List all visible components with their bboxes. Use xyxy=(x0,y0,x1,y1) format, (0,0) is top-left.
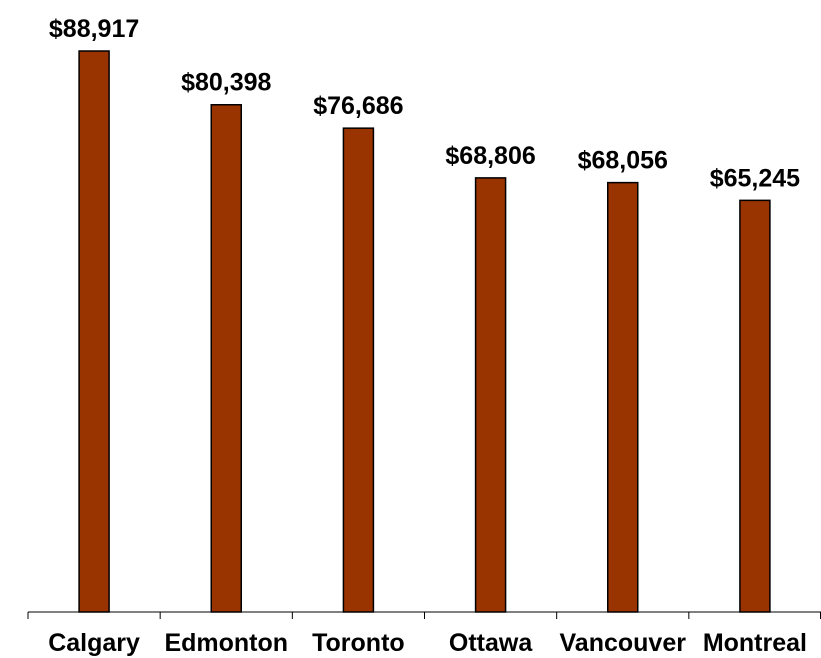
value-label-vancouver: $68,056 xyxy=(578,147,668,175)
value-label-toronto: $76,686 xyxy=(313,92,403,120)
category-labels-group: Calgary Edmonton Toronto Ottawa Vancouver Mon… xyxy=(48,629,807,657)
x-axis xyxy=(27,611,821,619)
bar-edmonton xyxy=(210,103,242,613)
category-label-toronto: Toronto xyxy=(312,629,405,657)
category-label-calgary: Calgary xyxy=(48,629,140,657)
value-label-calgary: $88,917 xyxy=(49,15,139,43)
category-label-edmonton: Edmonton xyxy=(164,629,288,657)
value-label-montreal: $65,245 xyxy=(710,164,800,192)
category-label-vancouver: Vancouver xyxy=(560,629,687,657)
bars-group xyxy=(78,50,771,613)
category-label-montreal: Montreal xyxy=(703,629,807,657)
value-labels-group: $88,917 $80,398 $76,686 $68,806 $68,056 $65,2… xyxy=(49,15,800,192)
bar-vancouver xyxy=(607,181,639,613)
bar-calgary xyxy=(78,50,110,613)
bar-montreal xyxy=(739,199,771,613)
value-label-ottawa: $68,806 xyxy=(445,142,535,170)
bar-toronto xyxy=(342,127,375,613)
bar-ottawa xyxy=(474,177,507,613)
value-label-edmonton: $80,398 xyxy=(181,69,271,97)
category-label-ottawa: Ottawa xyxy=(449,629,533,657)
